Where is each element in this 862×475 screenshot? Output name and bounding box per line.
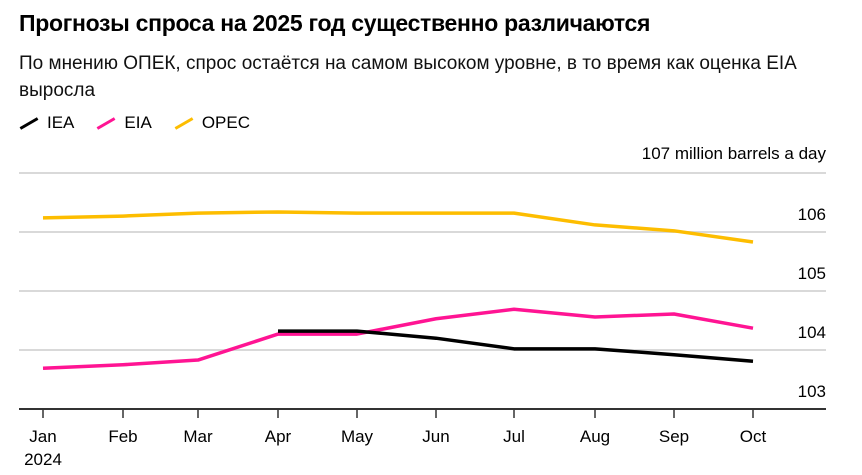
y-tick-label: 106: [798, 205, 826, 224]
x-tick-label: Aug: [580, 427, 610, 446]
series-line-eia: [42, 307, 754, 371]
x-tick-label: Oct: [740, 427, 767, 446]
x-tick-label: Jul: [503, 427, 525, 446]
x-tick-label: Sep: [659, 427, 689, 446]
y-tick-label: 104: [798, 323, 826, 342]
legend-item-iea: IEA: [19, 113, 74, 133]
y-tick-label: 105: [798, 264, 826, 283]
x-tick-label: Jan: [29, 427, 56, 446]
x-tick-label: May: [341, 427, 374, 446]
x-tick-label: Jun: [422, 427, 449, 446]
legend-label: IEA: [47, 113, 75, 132]
chart-subtitle: По мнению ОПЕК, спрос остаётся на самом …: [19, 53, 796, 101]
chart-title: Прогнозы спроса на 2025 год существенно …: [19, 10, 651, 36]
y-unit-label: 107 million barrels a day: [642, 144, 827, 163]
x-tick-label: Apr: [265, 427, 292, 446]
x-tick-label: Mar: [183, 427, 213, 446]
legend-label: EIA: [124, 113, 152, 132]
legend-label: OPEC: [201, 113, 250, 132]
x-tick-label: Feb: [108, 427, 137, 446]
legend-item-eia: EIA: [96, 113, 152, 133]
series-line-opec: [42, 210, 754, 244]
x-year-label: 2024: [24, 450, 62, 469]
legend: IEA EIA OPEC: [19, 113, 250, 133]
y-tick-label: 103: [798, 382, 826, 401]
legend-item-opec: OPEC: [174, 113, 250, 133]
